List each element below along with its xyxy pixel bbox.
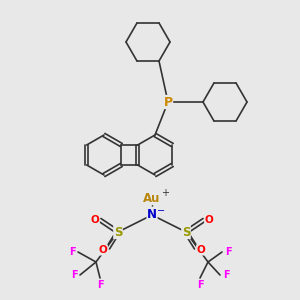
- Text: O: O: [91, 215, 99, 225]
- Text: O: O: [196, 245, 206, 255]
- Text: F: F: [97, 280, 103, 290]
- Text: F: F: [71, 270, 77, 280]
- Text: P: P: [164, 95, 172, 109]
- Text: −: −: [157, 206, 165, 216]
- Text: N: N: [147, 208, 157, 221]
- Text: O: O: [99, 245, 107, 255]
- Text: +: +: [161, 188, 169, 198]
- Text: S: S: [182, 226, 190, 238]
- Text: F: F: [223, 270, 229, 280]
- Text: S: S: [114, 226, 122, 238]
- Text: F: F: [225, 247, 231, 257]
- Text: F: F: [197, 280, 203, 290]
- Text: O: O: [205, 215, 213, 225]
- Text: F: F: [69, 247, 75, 257]
- Text: Au: Au: [143, 191, 161, 205]
